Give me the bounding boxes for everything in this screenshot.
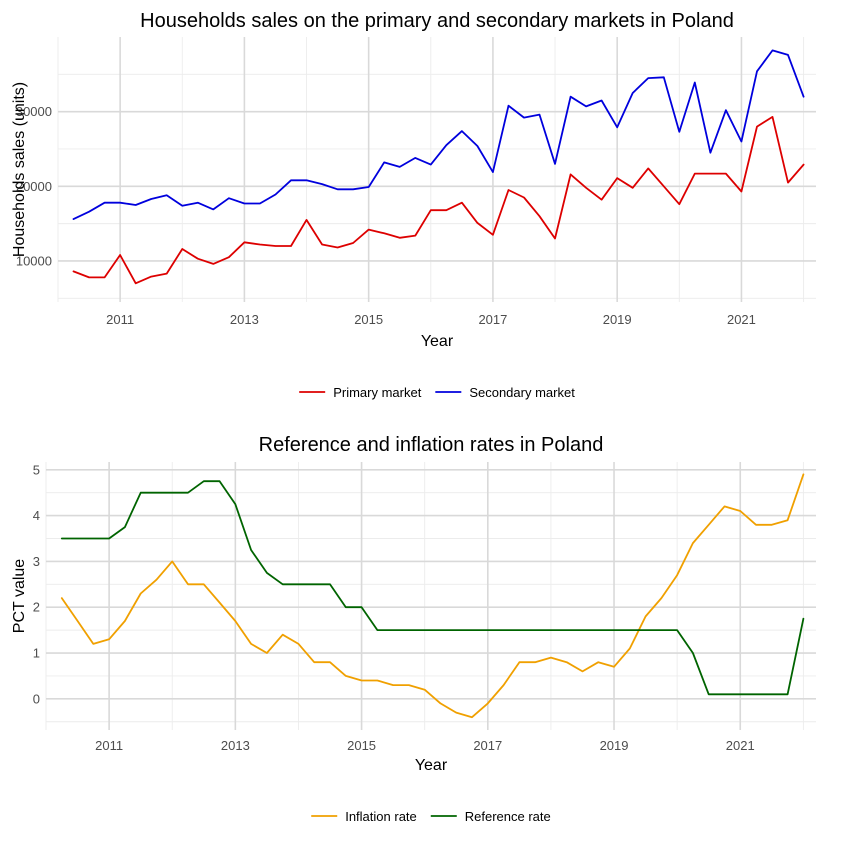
chart-title: Households sales on the primary and seco… [140,10,734,32]
x-tick-label: 2015 [347,738,376,753]
x-tick-label: 2011 [95,738,123,753]
x-tick-label: 2013 [230,312,259,327]
legend-label: Secondary market [469,385,575,400]
legend-label: Inflation rate [345,809,417,824]
x-tick-label: 2021 [727,312,756,327]
chart-panel-2: 2011 2013 2015 2017 2019 2021 0 1 2 3 4 5 Reference … [11,434,816,824]
y-tick-label: 10000 [16,253,52,268]
x-tick-label: 2011 [106,312,134,327]
x-tick-label: 2013 [221,738,250,753]
y-tick-label: 1 [33,646,40,661]
x-tick-label: 2019 [600,738,629,753]
y-tick-label: 2 [33,600,40,615]
y-tick-label: 3 [33,554,40,569]
x-tick-label: 2021 [726,738,755,753]
legend: Inflation rate Reference rate [311,809,551,824]
y-tick-label: 20000 [16,179,52,194]
y-axis-title: PCT value [11,559,28,634]
y-tick-label: 0 [33,691,40,706]
y-tick-label: 5 [33,462,40,477]
legend-label: Primary market [333,385,422,400]
y-tick-label: 4 [33,508,40,523]
x-axis-title: Year [421,333,454,350]
x-tick-label: 2019 [603,312,632,327]
x-axis-title: Year [415,757,448,774]
x-tick-label: 2017 [478,312,507,327]
series-line-reference-rate [60,480,805,696]
series-line-inflation-rate [60,473,805,719]
series-line-primary-market [72,116,805,285]
y-tick-label: 30000 [16,104,52,119]
chart-title: Reference and inflation rates in Poland [259,434,604,456]
x-tick-label: 2015 [354,312,383,327]
series-line-secondary-market [72,49,805,220]
legend-label: Reference rate [465,809,551,824]
legend: Primary market Secondary market [299,385,575,400]
chart-panel-1: 2011 2013 2015 2017 2019 2021100002000030000H… [11,10,816,400]
x-tick-label: 2017 [473,738,502,753]
y-axis-title: Households sales (units) [11,82,28,257]
